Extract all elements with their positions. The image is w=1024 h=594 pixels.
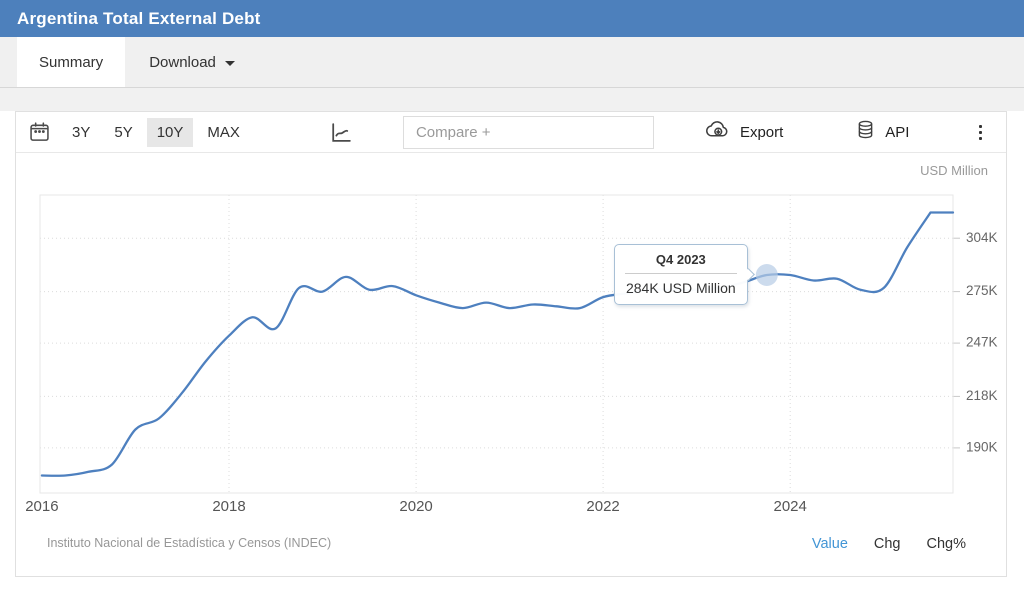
export-button[interactable]: Export (704, 118, 783, 146)
app-header: Argentina Total External Debt (0, 0, 1024, 37)
y-tick-label: 190K (966, 439, 998, 454)
calendar-icon (28, 121, 51, 144)
y-tick-label: 275K (966, 283, 998, 298)
hover-marker (755, 264, 778, 286)
y-tick-label: 304K (966, 230, 998, 245)
database-icon (855, 118, 876, 146)
chart-footer: Instituto Nacional de Estadística y Cens… (16, 521, 1006, 576)
legend-item-chgpct[interactable]: Chg% (926, 536, 967, 552)
plot-border (39, 194, 954, 494)
kebab-dot (979, 124, 982, 128)
chart-tooltip: Q4 2023 284K USD Million (613, 244, 755, 306)
page-background-band (0, 88, 1024, 111)
page-title: Argentina Total External Debt (17, 8, 261, 28)
y-tick-label: 247K (966, 335, 998, 350)
calendar-button[interactable] (28, 121, 51, 144)
tab-summary[interactable]: Summary (17, 37, 126, 87)
tooltip-value: 284K USD Million (625, 280, 736, 297)
chart-type-button[interactable] (328, 120, 353, 145)
x-tick-label: 2022 (586, 498, 619, 515)
x-tick-label: 2018 (212, 498, 245, 515)
more-options-button[interactable] (975, 121, 986, 144)
tooltip-divider (624, 273, 737, 275)
source-attribution: Instituto Nacional de Estadística y Cens… (47, 536, 332, 550)
chart-canvas[interactable]: 304K 275K 247K 218K 190K 2016 2018 2020 2022 2024 (16, 153, 1006, 526)
legend-item-chg[interactable]: Chg (873, 536, 901, 552)
x-tick-label: 2020 (399, 498, 432, 515)
kebab-dot (979, 136, 982, 140)
x-tick-label: 2024 (774, 498, 807, 515)
tab-download[interactable]: Download (125, 37, 259, 87)
y-axis-unit-label: USD Million (920, 163, 988, 178)
line-chart-icon (328, 120, 353, 145)
range-button-3y[interactable]: 3Y (62, 118, 100, 147)
cloud-download-icon (704, 118, 731, 146)
api-label: API (885, 123, 910, 141)
legend: Value Chg Chg% (812, 536, 966, 552)
tab-bar: Summary Download (0, 37, 1024, 88)
series-line (40, 211, 955, 477)
kebab-dot (979, 130, 982, 134)
range-button-max[interactable]: MAX (197, 118, 250, 147)
api-button[interactable]: API (855, 118, 909, 146)
range-button-5y[interactable]: 5Y (104, 118, 142, 147)
y-tick-label: 218K (966, 388, 998, 403)
chart-area: USD Million 304K 275K 247K 218K 190K 2016 2018… (16, 153, 1006, 521)
range-selector: 3Y 5Y 10Y MAX (60, 117, 252, 147)
tooltip-title: Q4 2023 (655, 252, 706, 268)
range-button-10y[interactable]: 10Y (146, 117, 194, 147)
x-tick-label: 2016 (25, 498, 58, 515)
export-label: Export (739, 123, 784, 141)
caret-down-icon (224, 60, 235, 66)
compare-input[interactable] (402, 115, 654, 149)
legend-item-value[interactable]: Value (811, 536, 848, 552)
